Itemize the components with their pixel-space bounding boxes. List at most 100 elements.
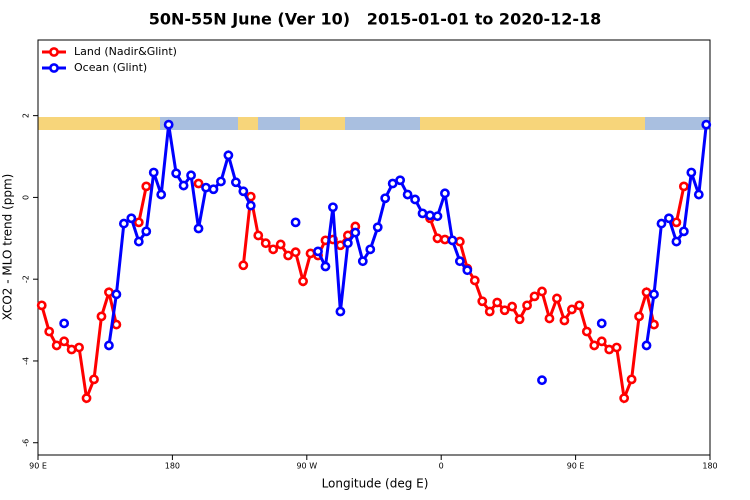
- point: [395, 175, 406, 186]
- point: [320, 261, 331, 272]
- point: [89, 374, 99, 385]
- point: [454, 256, 465, 267]
- point: [641, 287, 652, 298]
- point: [305, 248, 316, 259]
- point: [432, 233, 443, 244]
- point: [126, 213, 137, 224]
- point: [686, 167, 697, 178]
- y-tick-label: 2: [22, 113, 31, 118]
- point: [141, 226, 152, 237]
- y-tick-label: 0: [22, 195, 31, 200]
- point: [201, 182, 211, 193]
- point: [611, 342, 622, 353]
- point: [671, 236, 682, 247]
- point: [253, 230, 264, 241]
- y-axis-label: XCO2 - MLO trend (ppm): [1, 174, 15, 321]
- y-tick-label: -4: [22, 357, 31, 365]
- point: [626, 374, 637, 385]
- x-tick-label: 180: [702, 462, 717, 471]
- point: [664, 213, 674, 224]
- land-band: [38, 117, 160, 130]
- legend-marker: [49, 47, 59, 57]
- point: [589, 340, 600, 351]
- legend-marker: [49, 63, 59, 73]
- point: [36, 300, 47, 311]
- point: [447, 235, 458, 246]
- point: [537, 286, 547, 297]
- point: [544, 313, 555, 324]
- point: [559, 315, 570, 326]
- point: [59, 336, 70, 347]
- land-band: [238, 117, 258, 130]
- plot-frame: [37, 39, 711, 456]
- point: [365, 244, 376, 255]
- point: [440, 188, 450, 199]
- point: [171, 168, 182, 179]
- land-band: [300, 117, 345, 130]
- x-tick-label: 0: [439, 462, 444, 471]
- point: [693, 189, 704, 200]
- point: [649, 319, 659, 330]
- point: [619, 393, 630, 404]
- point: [104, 340, 114, 351]
- point: [484, 306, 495, 317]
- point: [118, 218, 129, 229]
- point: [238, 260, 249, 271]
- x-tick-label: 90 E: [567, 462, 585, 471]
- point: [380, 193, 391, 204]
- point: [462, 265, 473, 276]
- point: [596, 318, 607, 329]
- y-tick-label: -6: [22, 439, 31, 447]
- point: [387, 178, 398, 189]
- point: [223, 150, 234, 161]
- series-line: [107, 124, 708, 346]
- point: [163, 119, 174, 130]
- point: [186, 170, 196, 181]
- point: [81, 393, 92, 404]
- point: [133, 236, 144, 247]
- point: [514, 314, 525, 325]
- point: [283, 250, 294, 261]
- point: [328, 202, 338, 213]
- point: [238, 186, 249, 197]
- point: [313, 246, 323, 257]
- point: [529, 291, 540, 302]
- point: [148, 167, 159, 178]
- point: [477, 296, 488, 307]
- land-band: [420, 117, 645, 130]
- point: [104, 287, 114, 298]
- point: [178, 180, 189, 191]
- point: [111, 289, 122, 300]
- point: [245, 200, 256, 211]
- chart-title: 50N-55N June (Ver 10) 2015-01-01 to 2020…: [149, 10, 602, 29]
- point: [208, 184, 219, 195]
- x-axis-label: Longitude (deg E): [322, 477, 429, 491]
- point: [193, 223, 204, 234]
- point: [298, 276, 308, 287]
- point: [335, 306, 346, 317]
- point: [604, 344, 615, 355]
- point: [678, 226, 689, 237]
- point: [402, 189, 413, 200]
- point: [649, 289, 659, 300]
- point: [59, 318, 70, 329]
- point: [372, 222, 383, 233]
- point: [596, 336, 607, 347]
- y-tick-label: -2: [22, 275, 31, 283]
- point: [454, 236, 465, 247]
- point: [440, 234, 450, 245]
- point: [156, 189, 167, 200]
- x-tick-label: 90 W: [296, 462, 317, 471]
- point: [634, 311, 644, 322]
- point: [51, 340, 62, 351]
- point: [141, 181, 152, 192]
- point: [230, 177, 241, 188]
- point: [641, 340, 652, 351]
- point: [74, 342, 84, 353]
- point: [133, 217, 144, 228]
- point: [44, 326, 55, 337]
- x-tick-label: 180: [165, 462, 180, 471]
- point: [290, 247, 301, 258]
- point: [290, 217, 301, 228]
- point: [193, 178, 204, 189]
